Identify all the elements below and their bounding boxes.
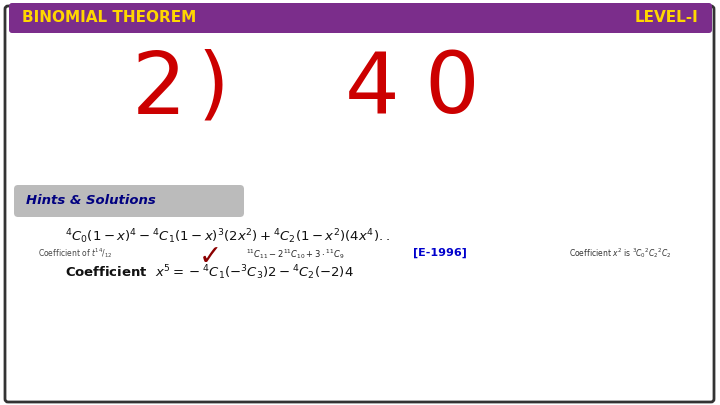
Text: LEVEL-I: LEVEL-I: [634, 11, 698, 26]
FancyBboxPatch shape: [5, 6, 714, 402]
Text: ✓: ✓: [199, 243, 222, 271]
Text: Coefficient of $t^{14}$/$_{12}$: Coefficient of $t^{14}$/$_{12}$: [37, 246, 112, 260]
Text: [E-1996]: [E-1996]: [413, 248, 467, 258]
FancyBboxPatch shape: [9, 3, 712, 33]
Text: ${}^4C_0(1-x)^4 - {}^4C_1(1-x)^3(2x^2) + {}^4C_2(1-x^2)(4x^4)..$: ${}^4C_0(1-x)^4 - {}^4C_1(1-x)^3(2x^2) +…: [65, 228, 390, 246]
Text: Coefficient $x^2$ is ${}^3C_0{}^2C_2{}^2C_2$: Coefficient $x^2$ is ${}^3C_0{}^2C_2{}^2…: [569, 246, 671, 260]
Text: ${}^{11}C_{11} - 2^{11}C_{10} + 3\cdot{}^{11}C_9$: ${}^{11}C_{11} - 2^{11}C_{10} + 3\cdot{}…: [246, 247, 344, 261]
Text: $\mathbf{Coefficient}$  $x^5 = -{}^4C_1(-{}^3C_3)2 - {}^4C_2(-2)4$: $\mathbf{Coefficient}$ $x^5 = -{}^4C_1(-…: [65, 264, 354, 282]
Text: Hints & Solutions: Hints & Solutions: [26, 194, 156, 207]
Text: $\mathbf{\mathit{2}}$: $\mathbf{\mathit{2}}$: [131, 49, 179, 132]
Text: BINOMIAL THEOREM: BINOMIAL THEOREM: [22, 11, 197, 26]
Text: $\mathbf{\mathit{4}}$: $\mathbf{\mathit{4}}$: [344, 49, 396, 132]
FancyBboxPatch shape: [14, 185, 244, 217]
Text: $\mathbf{\mathit{0}}$: $\mathbf{\mathit{0}}$: [425, 49, 475, 132]
Text: $\mathbf{\mathit{)}\ }$: $\mathbf{\mathit{)}\ }$: [197, 48, 223, 126]
